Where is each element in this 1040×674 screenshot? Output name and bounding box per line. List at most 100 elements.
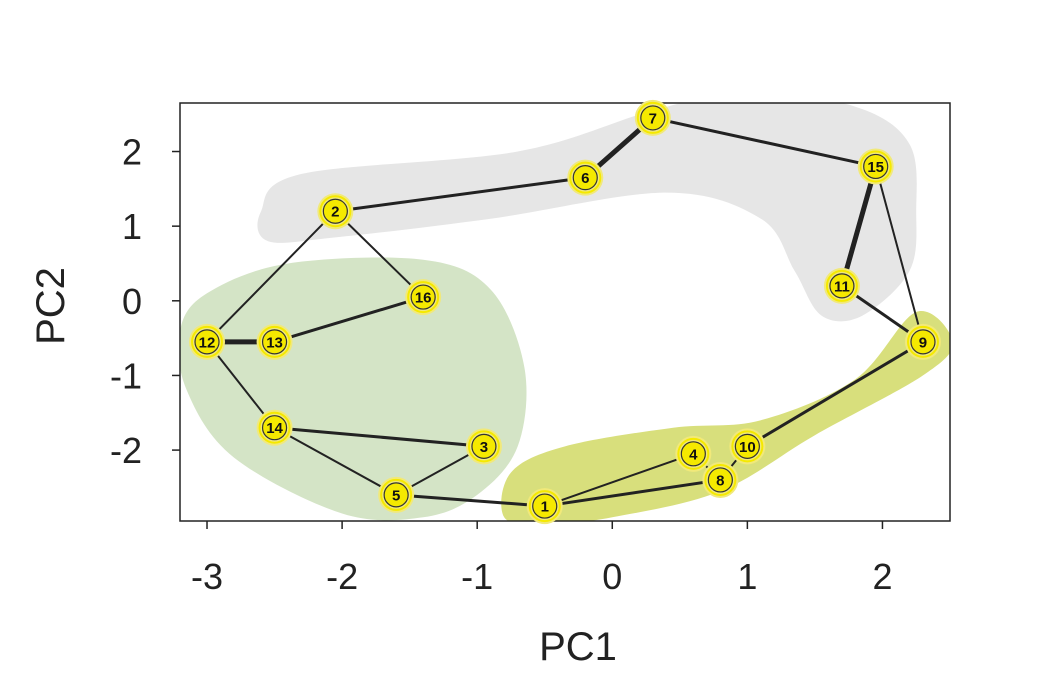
y-axis-label: PC2 — [29, 267, 73, 345]
cluster-regions — [180, 103, 950, 521]
node-marker — [707, 467, 733, 493]
edge-14-5 — [273, 426, 398, 496]
node-marker — [383, 482, 409, 508]
node-marker — [322, 198, 348, 224]
node-label: 13 — [266, 334, 283, 351]
node-ring — [636, 101, 669, 134]
edge-9-15 — [874, 165, 924, 343]
node-15: 15 — [857, 148, 894, 185]
node-label: 1 — [541, 499, 549, 516]
node-marker — [910, 329, 936, 355]
y-tick-label: -1 — [110, 355, 142, 396]
node-marker — [640, 105, 666, 131]
node-label: 16 — [415, 290, 432, 307]
edge-10-9 — [745, 340, 925, 448]
node-ring — [825, 269, 858, 302]
node-9: 9 — [904, 323, 941, 360]
node-marker — [572, 165, 598, 191]
plot-frame — [179, 102, 951, 522]
node-1: 1 — [526, 488, 563, 525]
edge-11-15 — [839, 163, 879, 289]
node-label: 12 — [199, 334, 216, 351]
node-marker — [680, 441, 706, 467]
x-tick-label: 2 — [872, 556, 892, 597]
node-marker — [829, 273, 855, 299]
edge-1-8 — [543, 478, 722, 508]
edge-1-5 — [394, 493, 547, 508]
edge-2-16 — [334, 210, 425, 299]
cluster-region-3 — [501, 311, 950, 521]
node-marker — [471, 433, 497, 459]
node-ring — [319, 195, 352, 228]
y-tick-label: 0 — [122, 281, 142, 322]
node-ring — [731, 430, 764, 463]
node-ring — [569, 161, 602, 194]
cluster-region-1 — [257, 103, 917, 322]
edge-2-12 — [206, 210, 337, 343]
edge-1-4 — [543, 452, 695, 508]
node-8: 8 — [702, 461, 739, 498]
cluster-region-2 — [180, 257, 527, 521]
node-12: 12 — [189, 323, 226, 360]
node-7: 7 — [634, 99, 671, 136]
node-label: 15 — [867, 159, 884, 176]
node-ring — [528, 490, 561, 523]
node-ring — [407, 281, 440, 314]
node-label: 10 — [739, 439, 756, 456]
node-4: 4 — [675, 435, 712, 472]
edge-15-7 — [651, 116, 878, 168]
node-ring — [859, 150, 892, 183]
node-ring — [467, 430, 500, 463]
edge-14-3 — [273, 426, 486, 448]
node-marker — [532, 493, 558, 519]
node-label: 7 — [649, 110, 657, 127]
node-label: 6 — [581, 170, 589, 187]
node-13: 13 — [256, 323, 293, 360]
edge-12-14 — [206, 340, 276, 429]
y-tick-label: 2 — [122, 132, 142, 173]
node-11: 11 — [823, 267, 860, 304]
x-tick-label: 0 — [602, 556, 622, 597]
node-label: 11 — [834, 278, 850, 295]
node-marker — [194, 329, 220, 355]
node-5: 5 — [378, 476, 415, 513]
node-label: 2 — [331, 204, 339, 221]
node-label: 4 — [689, 446, 698, 463]
y-axis: -2 -1 0 1 2 — [110, 132, 180, 471]
x-tick-label: -3 — [191, 556, 223, 597]
y-tick-label: 1 — [122, 206, 142, 247]
node-label: 3 — [480, 439, 488, 456]
node-16: 16 — [405, 279, 442, 316]
x-tick-label: -1 — [461, 556, 493, 597]
node-label: 8 — [716, 472, 724, 489]
node-ring — [258, 325, 291, 358]
node-marker — [261, 415, 288, 441]
node-ring — [258, 411, 291, 444]
node-label: 9 — [919, 334, 927, 351]
node-label: 5 — [392, 487, 400, 504]
node-14: 14 — [256, 409, 293, 446]
node-ring — [677, 437, 710, 470]
node-marker — [734, 433, 760, 459]
x-axis-label: PC1 — [539, 625, 617, 669]
node-3: 3 — [465, 428, 502, 465]
y-tick-label: -2 — [110, 430, 142, 471]
x-axis: -3 -2 -1 0 1 2 — [191, 521, 892, 597]
edge-16-13 — [273, 295, 425, 344]
node-2: 2 — [317, 193, 354, 230]
node-ring — [380, 478, 413, 511]
node-ring — [704, 463, 737, 496]
node-ring — [191, 325, 224, 358]
x-tick-label: -2 — [326, 556, 358, 597]
node-10: 10 — [729, 428, 766, 465]
node-label: 14 — [266, 420, 283, 437]
node-marker — [863, 153, 889, 180]
node-6: 6 — [567, 159, 604, 196]
node-ring — [906, 325, 939, 358]
x-tick-label: 1 — [737, 556, 757, 597]
edge-6-2 — [333, 176, 587, 213]
node-marker — [261, 329, 288, 355]
node-marker — [410, 284, 436, 310]
